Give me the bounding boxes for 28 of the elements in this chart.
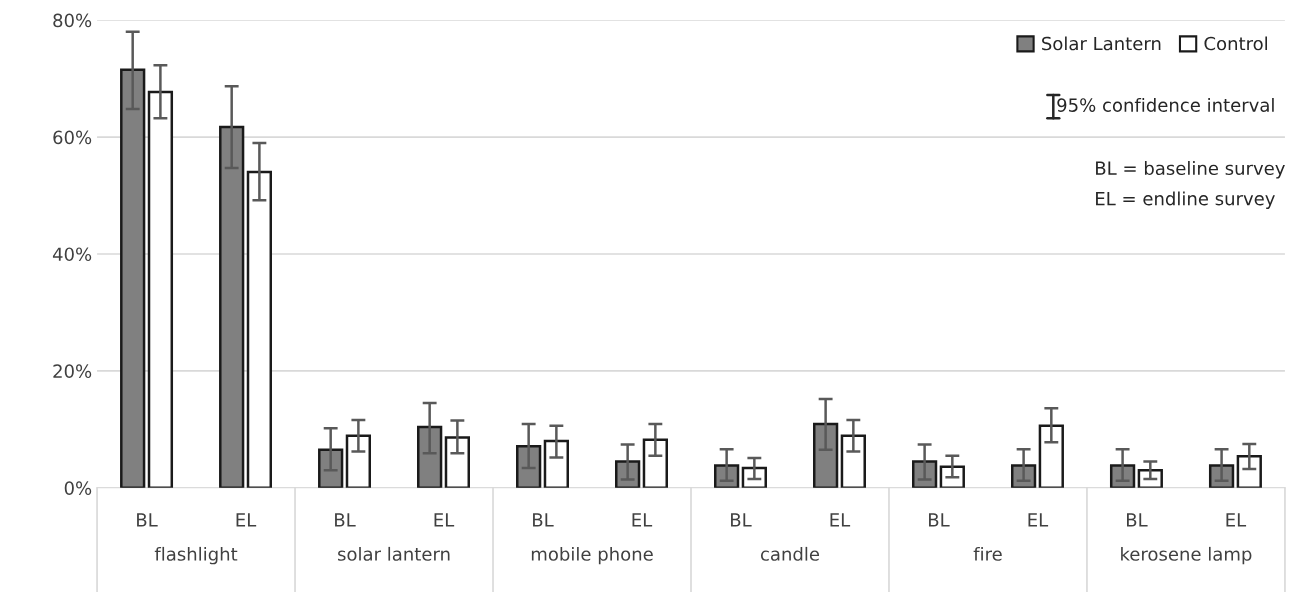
text: mobile phone <box>531 546 653 565</box>
y-tick-label: 40% <box>52 247 92 262</box>
annotation: 95% confidence interval <box>1057 97 1274 112</box>
text: fire <box>973 546 1002 561</box>
x-tick-label: EL <box>434 513 455 527</box>
y-tick-label: 60% <box>53 130 92 145</box>
x-tick-label: BL <box>929 513 950 527</box>
x-tick-label: EL <box>1028 513 1049 527</box>
x-tick-label: EL <box>632 513 653 527</box>
text: solar lantern <box>338 546 450 561</box>
x-tick-label: BL <box>1127 513 1148 527</box>
x-tick-label: EL <box>1226 513 1247 527</box>
y-tick-label: 80% <box>53 13 92 28</box>
annotation: EL = endline survey <box>1096 191 1275 209</box>
text: flashlight <box>154 546 238 565</box>
x-tick-label: BL <box>533 513 554 527</box>
y-tick-label: 20% <box>53 364 92 378</box>
x-tick-label: BL <box>137 513 158 527</box>
x-tick-label: BL <box>731 513 752 527</box>
x-tick-label: EL <box>236 513 257 527</box>
x-tick-label: EL <box>830 513 851 527</box>
x-tick-label: BL <box>335 513 356 527</box>
y-tick-label: 0% <box>64 481 92 495</box>
annotation: BL = baseline survey <box>1096 161 1285 179</box>
legend-label: Control <box>1204 36 1267 51</box>
text: candle <box>760 546 820 561</box>
text: kerosene lamp <box>1121 546 1252 565</box>
legend-label: Solar Lantern <box>1042 36 1161 51</box>
